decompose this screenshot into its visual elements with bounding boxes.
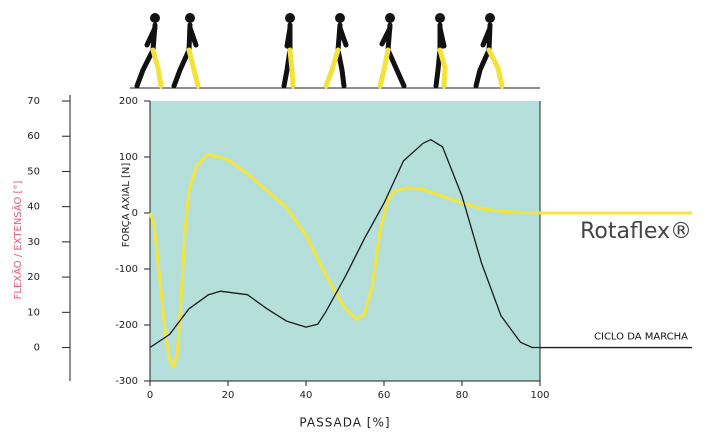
y-tick-label: 10 <box>27 307 40 318</box>
x-tick-label: 0 <box>147 390 153 401</box>
x-tick-label: 60 <box>378 390 391 401</box>
y2-tick-label: -300 <box>115 376 138 387</box>
y-axis-title: FLEXÃO / EXTENSÃO [°] <box>11 181 24 300</box>
y-tick-label: 70 <box>27 96 40 107</box>
y2-tick-label: 100 <box>119 152 138 163</box>
y-tick-label: 40 <box>27 202 40 213</box>
y-tick-label: 30 <box>27 237 40 248</box>
series-label: Rotaflex® <box>580 219 692 244</box>
y2-tick-label: -200 <box>115 320 138 331</box>
y-tick-label: 50 <box>27 166 40 177</box>
x-tick-label: 20 <box>222 390 235 401</box>
x-tick-label: 100 <box>530 390 549 401</box>
series-label: CICLO DA MARCHA <box>594 332 688 343</box>
y2-tick-label: 0 <box>132 208 138 219</box>
y-tick-label: 20 <box>27 272 40 283</box>
x-tick-label: 80 <box>456 390 469 401</box>
x-axis-title: PASSADA [%] <box>299 416 390 430</box>
chart: FLEXÃO / EXTENSÃO [°] FORÇA AXIAL [N] PA… <box>0 0 706 434</box>
y2-axis-title: FORÇA AXIAL [N] <box>121 163 132 248</box>
y-tick-label: 60 <box>27 131 40 142</box>
y-tick-label: 0 <box>34 343 40 354</box>
walker-icons <box>137 13 502 86</box>
y2-tick-label: 200 <box>119 96 138 107</box>
plot-background <box>150 101 540 381</box>
x-tick-label: 40 <box>300 390 313 401</box>
y2-tick-label: -100 <box>115 264 138 275</box>
